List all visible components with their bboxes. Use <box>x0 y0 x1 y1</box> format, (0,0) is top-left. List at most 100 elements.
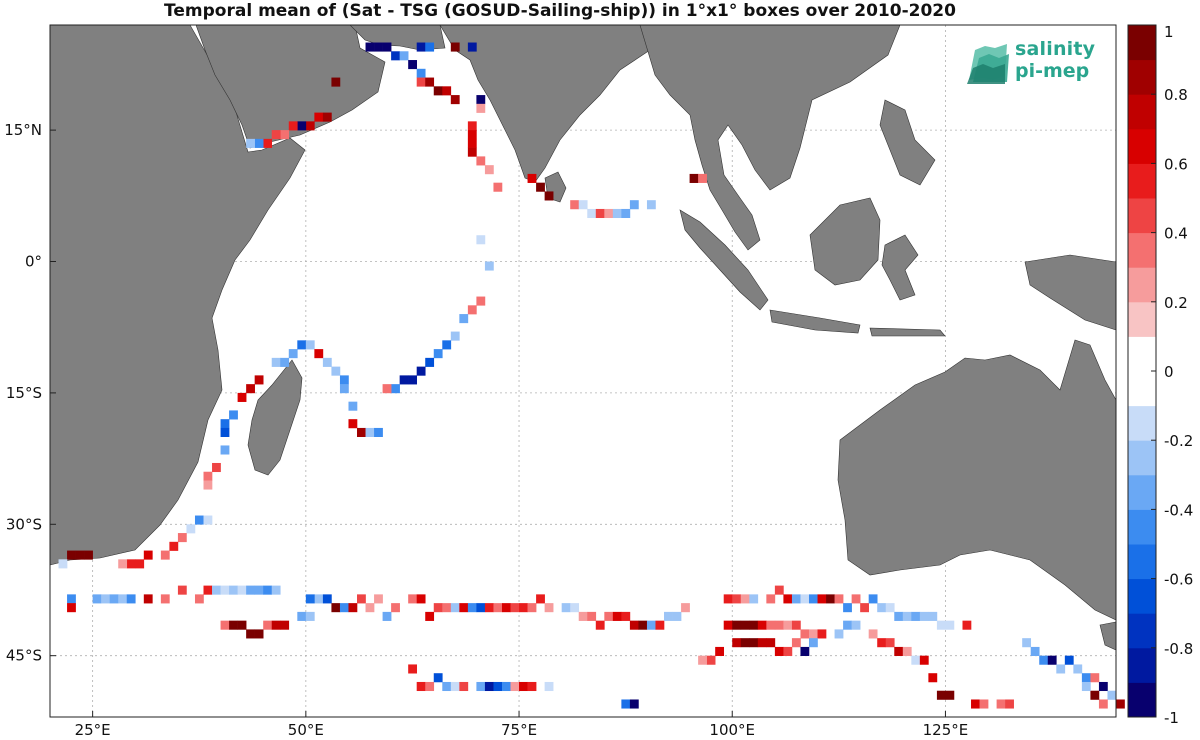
data-cell-137 <box>339 603 349 613</box>
data-cell-25 <box>271 130 281 140</box>
data-cell-253 <box>1090 673 1100 683</box>
data-cell-124 <box>229 620 238 630</box>
data-cell-161 <box>561 603 571 613</box>
data-cell-182 <box>783 594 793 604</box>
data-cell-89 <box>194 515 204 525</box>
colorbar-level-4 <box>1128 544 1156 580</box>
data-cell-196 <box>902 611 912 621</box>
data-cell-262 <box>433 673 443 683</box>
data-cell-205 <box>740 620 750 630</box>
data-cell-99 <box>67 550 76 560</box>
data-cell-164 <box>587 611 597 621</box>
data-cell-252 <box>1081 673 1091 683</box>
data-cell-212 <box>800 629 810 639</box>
data-cell-95 <box>143 550 153 560</box>
data-cell-43 <box>604 208 614 219</box>
data-cell-65 <box>280 357 290 367</box>
data-cell-198 <box>919 611 929 621</box>
data-cell-129 <box>271 620 281 630</box>
data-cell-202 <box>962 620 972 630</box>
data-cell-15 <box>416 42 426 52</box>
data-cell-118 <box>237 585 247 595</box>
colorbar-tick-label-5: 0 <box>1164 363 1174 381</box>
data-cell-123 <box>220 620 230 630</box>
data-cell-255 <box>1107 690 1117 700</box>
data-cell-151 <box>467 603 477 613</box>
x-tick-label-1: 50°E <box>288 721 324 739</box>
data-cell-131 <box>297 611 307 621</box>
data-cell-86 <box>212 462 221 473</box>
data-cell-225 <box>928 673 938 683</box>
data-cell-230 <box>749 638 759 648</box>
colorbar-tick-label-6: -0.2 <box>1164 432 1193 450</box>
data-cell-30 <box>467 130 477 140</box>
data-cell-16 <box>425 42 435 52</box>
data-cell-120 <box>254 585 264 595</box>
data-cell-132 <box>305 611 315 621</box>
data-cell-266 <box>476 681 486 692</box>
colorbar-tick-label-1: 0.8 <box>1164 86 1188 104</box>
data-cell-219 <box>877 638 887 648</box>
data-cell-211 <box>791 620 801 630</box>
data-cell-136 <box>331 603 341 613</box>
data-cell-222 <box>902 646 912 656</box>
data-cell-237 <box>808 638 818 648</box>
data-cell-12 <box>467 42 477 52</box>
data-cell-88 <box>203 480 213 490</box>
data-cell-66 <box>288 349 298 359</box>
data-cell-158 <box>527 603 537 613</box>
data-cell-45 <box>621 208 631 219</box>
data-cell-121 <box>263 585 273 595</box>
data-cell-87 <box>203 471 213 481</box>
data-cell-142 <box>382 611 392 621</box>
data-cell-274 <box>621 699 631 709</box>
data-cell-172 <box>655 620 665 630</box>
data-cell-143 <box>391 603 400 613</box>
data-cell-228 <box>732 638 742 648</box>
data-cell-175 <box>681 603 690 613</box>
data-cell-59 <box>416 366 426 376</box>
data-cell-220 <box>885 638 895 648</box>
data-cell-101 <box>84 550 93 560</box>
data-cell-14 <box>476 103 486 113</box>
data-cell-206 <box>749 620 759 630</box>
data-cell-208 <box>766 620 776 630</box>
data-cell-60 <box>408 375 418 385</box>
data-cell-116 <box>220 585 230 595</box>
data-cell-268 <box>493 681 503 692</box>
colorbar-level-5 <box>1128 509 1156 545</box>
data-cell-229 <box>740 638 750 648</box>
data-cell-271 <box>519 681 528 692</box>
data-cell-68 <box>305 340 315 350</box>
data-cell-193 <box>877 603 887 613</box>
land-masses <box>49 24 1117 651</box>
colorbar-tick-label-9: -0.8 <box>1164 640 1193 658</box>
data-cell-223 <box>911 655 921 665</box>
data-cell-105 <box>92 594 102 604</box>
data-cell-51 <box>484 261 494 271</box>
data-cell-31 <box>467 138 477 148</box>
chart-title: Temporal mean of (Sat - TSG (GOSUD-Saili… <box>164 1 956 21</box>
data-cell-126 <box>246 629 255 639</box>
data-cell-147 <box>433 603 443 613</box>
data-cell-244 <box>1005 699 1014 709</box>
data-cell-267 <box>484 681 494 692</box>
colorbar-tick-label-0: 1 <box>1164 23 1174 41</box>
data-cell-249 <box>1056 664 1066 674</box>
data-cell-91 <box>186 524 196 534</box>
data-cell-140 <box>365 603 375 613</box>
data-cell-232 <box>766 638 776 648</box>
data-cells <box>58 42 1125 709</box>
data-cell-3 <box>391 51 400 61</box>
data-cell-216 <box>843 620 852 630</box>
data-cell-115 <box>212 585 221 595</box>
data-cell-23 <box>288 121 298 131</box>
data-cell-173 <box>664 611 673 621</box>
data-cell-62 <box>391 384 400 394</box>
land-philippines <box>879 99 936 186</box>
data-cell-270 <box>510 681 520 692</box>
data-cell-260 <box>416 681 426 692</box>
data-cell-52 <box>476 296 486 306</box>
data-cell-156 <box>510 603 520 613</box>
data-cell-17 <box>450 42 460 52</box>
